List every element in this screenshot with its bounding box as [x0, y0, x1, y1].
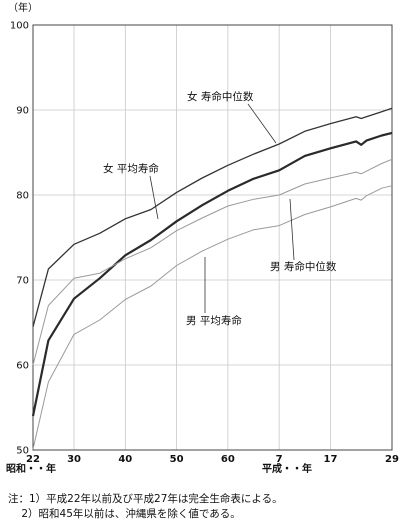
series-line-2 [32, 158, 393, 366]
label-male-mean: 男 平均寿命 [186, 314, 242, 327]
x-era-label-heisei: 平成・・年 [262, 462, 312, 475]
note-line-1: 注：1）平成22年以前及び平成27年は完全生命表による。 [8, 493, 283, 505]
series-group [31, 107, 393, 450]
y-axis-unit: （年） [8, 1, 38, 14]
x-tick-29: 29 [385, 454, 399, 465]
callout-line-0 [247, 103, 277, 144]
label-male-median: 男 寿命中位数 [270, 260, 337, 273]
x-era-label-showa: 昭和・・年 [6, 462, 56, 475]
x-tick-40: 40 [118, 454, 132, 465]
x-tick-22: 22 [26, 454, 40, 465]
label-female-median: 女 寿命中位数 [187, 90, 254, 103]
y-tick-90: 90 [16, 106, 29, 117]
x-tick-50: 50 [170, 454, 184, 465]
series-line-0 [32, 107, 393, 327]
note-line-2: 2）昭和45年以前は、沖縄県を除く値である。 [8, 508, 241, 520]
grid [32, 24, 393, 451]
y-tick-50: 50 [16, 446, 29, 457]
x-tick-7: 7 [276, 454, 283, 465]
x-tick-30: 30 [67, 454, 81, 465]
y-tick-70: 70 [16, 276, 29, 287]
series-line-3 [32, 185, 393, 450]
y-tick-100: 100 [10, 21, 29, 32]
callout-line-1 [149, 175, 159, 220]
axes: 50 60 70 80 90 100 22 30 40 50 60 7 17 29 [10, 21, 399, 466]
x-tick-60: 60 [221, 454, 235, 465]
label-female-mean: 女 平均寿命 [103, 162, 159, 175]
x-tick-17: 17 [323, 454, 337, 465]
callout-line-2 [289, 198, 295, 261]
series-line-1 [31, 131, 393, 417]
y-tick-60: 60 [16, 361, 29, 372]
y-tick-80: 80 [16, 191, 29, 202]
plot-frame [32, 24, 393, 451]
callout-lines [149, 103, 295, 313]
life-expectancy-chart: （年） 50 60 70 80 90 100 22 30 40 50 60 7 17 29 女 寿命中位数… [6, 1, 399, 475]
